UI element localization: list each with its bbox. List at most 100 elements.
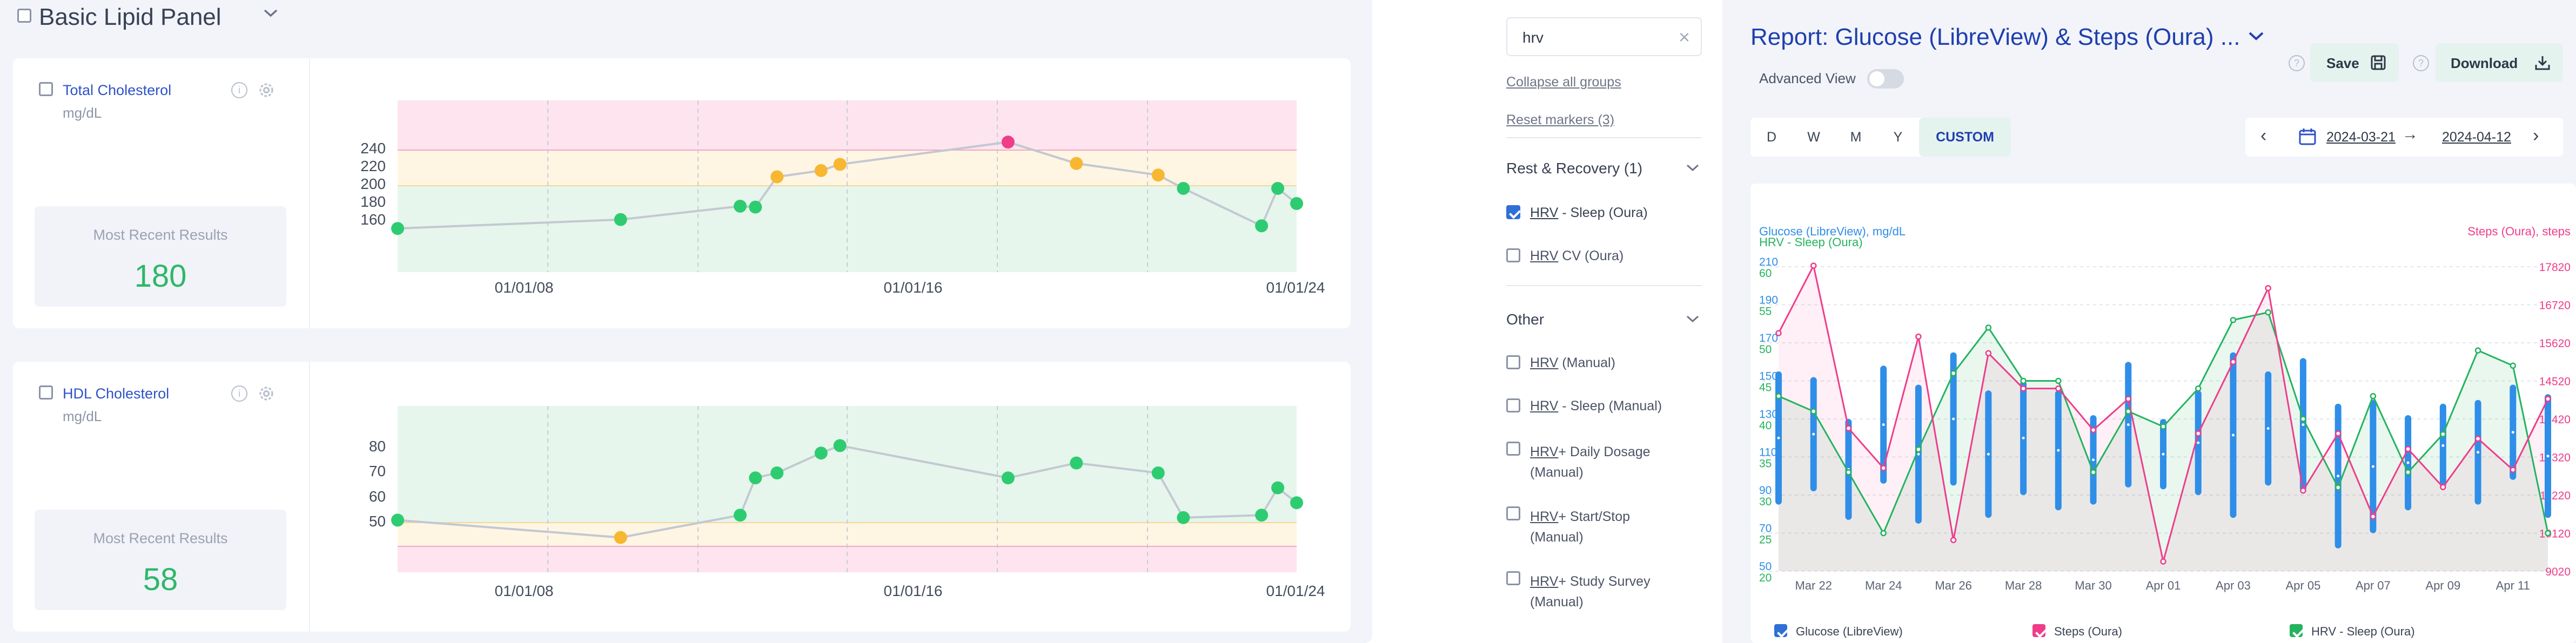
save-button[interactable]: Save — [2310, 43, 2399, 82]
result-point[interactable] — [733, 199, 747, 213]
result-point[interactable] — [814, 164, 828, 177]
marker-option[interactable]: HRV - Sleep (Oura) — [1506, 204, 1702, 224]
help-icon[interactable]: ? — [2413, 55, 2429, 71]
hrv-point[interactable] — [2474, 347, 2481, 354]
result-point[interactable] — [1290, 197, 1303, 210]
range-button[interactable]: D — [1766, 130, 1777, 145]
steps-point[interactable] — [2055, 385, 2062, 392]
steps-point[interactable] — [2160, 558, 2166, 565]
gear-icon[interactable] — [257, 384, 276, 403]
result-point[interactable] — [1070, 157, 1083, 170]
marker-name[interactable]: Total Cholesterol — [63, 82, 172, 98]
total-cholesterol-chart[interactable]: 240 220 200 180 160 01/01/08 01/01/16 01… — [335, 70, 1329, 313]
report-title[interactable]: Report: Glucose (LibreView) & Steps (Our… — [1750, 24, 2240, 50]
result-point[interactable] — [1255, 219, 1269, 233]
gear-icon[interactable] — [257, 81, 276, 99]
result-point[interactable] — [814, 446, 828, 460]
calendar-icon[interactable] — [2298, 127, 2317, 146]
steps-point[interactable] — [1985, 350, 1992, 356]
option-checkbox[interactable] — [1506, 506, 1520, 520]
marker-option[interactable]: HRV CV (Oura) — [1506, 247, 1702, 267]
steps-point[interactable] — [2125, 396, 2132, 402]
hrv-point[interactable] — [2020, 377, 2027, 384]
panel-select-checkbox[interactable] — [17, 9, 31, 23]
result-point[interactable] — [391, 513, 404, 527]
result-point[interactable] — [1151, 168, 1165, 182]
result-point[interactable] — [1070, 456, 1083, 470]
reset-markers-link[interactable]: Reset markers (3) — [1506, 112, 1615, 127]
result-point[interactable] — [833, 158, 847, 171]
range-button-active[interactable]: CUSTOM — [1919, 118, 2011, 157]
steps-point[interactable] — [2510, 466, 2517, 473]
hrv-point[interactable] — [1845, 469, 1852, 476]
hrv-point[interactable] — [2055, 377, 2062, 384]
option-checkbox[interactable] — [1506, 205, 1520, 219]
chevron-down-icon[interactable] — [2248, 30, 2265, 42]
steps-point[interactable] — [1845, 425, 1852, 432]
steps-point[interactable] — [1915, 333, 1922, 340]
marker-option[interactable]: HRV - Sleep (Manual) — [1506, 398, 1702, 418]
hrv-point[interactable] — [2300, 416, 2306, 422]
steps-point[interactable] — [2545, 396, 2551, 402]
steps-point[interactable] — [2020, 385, 2027, 392]
result-point[interactable] — [1001, 136, 1015, 149]
report-chart[interactable]: Glucose (LibreView), mg/dL HRV - Sleep (… — [1722, 0, 2576, 643]
steps-point[interactable] — [2370, 513, 2377, 520]
hrv-point[interactable] — [1880, 530, 1887, 537]
hrv-point[interactable] — [2195, 385, 2202, 392]
marker-checkbox[interactable] — [39, 82, 53, 96]
steps-point[interactable] — [2230, 358, 2237, 365]
result-point[interactable] — [770, 466, 784, 479]
hrv-point[interactable] — [2160, 423, 2166, 430]
option-checkbox[interactable] — [1506, 571, 1520, 585]
hrv-point[interactable] — [2510, 362, 2517, 369]
hrv-point[interactable] — [2335, 484, 2342, 491]
result-point[interactable] — [833, 439, 847, 452]
result-point[interactable] — [749, 200, 762, 214]
hrv-point[interactable] — [2230, 316, 2237, 323]
result-point[interactable] — [770, 170, 784, 184]
steps-point[interactable] — [2440, 484, 2446, 491]
option-checkbox[interactable] — [1506, 398, 1520, 412]
hrv-point[interactable] — [2440, 431, 2446, 437]
chevron-down-icon[interactable] — [263, 8, 279, 18]
legend-checkbox[interactable] — [2032, 624, 2045, 637]
end-date[interactable]: 2024-04-12 — [2442, 130, 2511, 145]
option-checkbox[interactable] — [1506, 355, 1520, 369]
advanced-view-toggle[interactable] — [1867, 69, 1904, 89]
marker-checkbox[interactable] — [39, 385, 53, 400]
result-point[interactable] — [1177, 181, 1190, 195]
info-icon[interactable]: i — [231, 385, 247, 402]
result-point[interactable] — [1271, 181, 1285, 195]
option-checkbox[interactable] — [1506, 248, 1520, 262]
result-point[interactable] — [391, 222, 404, 235]
result-point[interactable] — [1290, 496, 1303, 510]
result-point[interactable] — [733, 509, 747, 522]
result-point[interactable] — [1271, 481, 1285, 495]
range-button[interactable]: W — [1807, 130, 1820, 145]
steps-point[interactable] — [1950, 537, 1957, 544]
hdl-cholesterol-chart[interactable]: 80 70 60 50 01/01/08 01/01/16 01/01/24 — [335, 374, 1329, 617]
search-input[interactable]: hrv — [1522, 29, 1544, 46]
marker-option[interactable]: HRV (Manual) — [1506, 355, 1702, 375]
hrv-point[interactable] — [2545, 530, 2551, 537]
hrv-point[interactable] — [2090, 469, 2097, 476]
hrv-point[interactable] — [2265, 309, 2271, 316]
range-button[interactable]: Y — [1893, 130, 1903, 145]
hrv-point[interactable] — [2370, 392, 2377, 400]
hrv-point[interactable] — [1985, 324, 1992, 331]
steps-point[interactable] — [2300, 487, 2306, 494]
marker-name[interactable]: HDL Cholesterol — [63, 385, 170, 402]
result-point[interactable] — [1151, 466, 1165, 479]
range-button[interactable]: M — [1850, 130, 1862, 145]
result-point[interactable] — [614, 531, 627, 544]
group-header-other[interactable]: Other — [1506, 311, 1702, 333]
marker-option[interactable]: HRV+ Daily Dosage (Manual) — [1506, 442, 1702, 483]
search-box[interactable]: hrv × — [1506, 17, 1702, 56]
steps-point[interactable] — [1775, 330, 1782, 336]
result-point[interactable] — [614, 213, 627, 226]
collapse-all-link[interactable]: Collapse all groups — [1506, 75, 1621, 90]
hrv-point[interactable] — [1950, 370, 1957, 377]
steps-point[interactable] — [2474, 435, 2481, 442]
start-date[interactable]: 2024-03-21 — [2326, 130, 2396, 145]
